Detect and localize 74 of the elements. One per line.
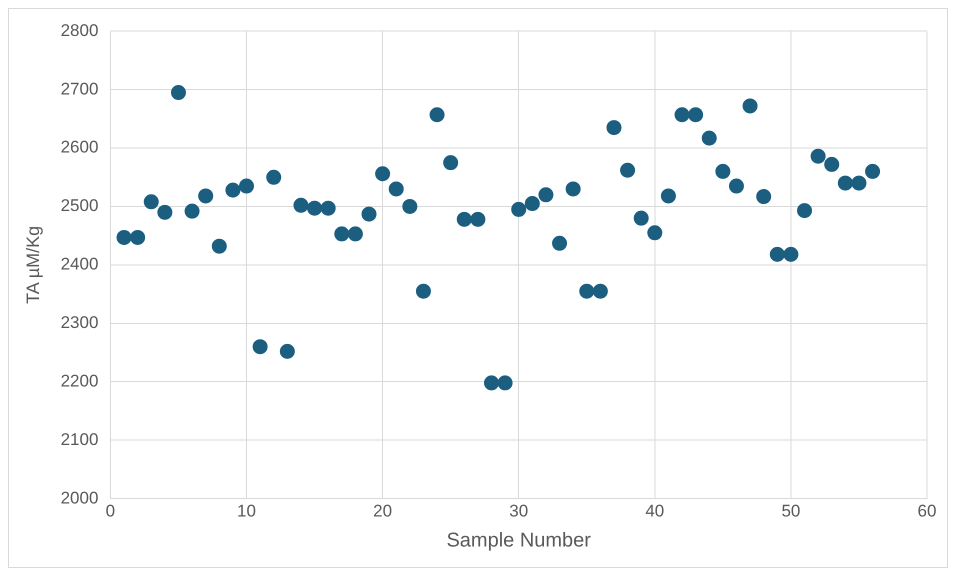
point <box>348 226 363 242</box>
point <box>851 176 866 191</box>
point <box>783 246 798 262</box>
y-tick-label: 2600 <box>60 138 98 157</box>
point <box>620 162 636 178</box>
point <box>484 375 499 390</box>
point <box>634 210 649 226</box>
point <box>225 182 240 198</box>
point <box>130 230 146 245</box>
x-tick-label: 0 <box>106 501 116 520</box>
y-tick-label: 2400 <box>60 254 98 274</box>
point <box>824 156 840 172</box>
point <box>170 85 186 100</box>
point <box>592 284 608 299</box>
y-tick-label: 2100 <box>60 430 98 449</box>
point <box>538 187 554 202</box>
point <box>728 178 744 194</box>
point <box>647 225 662 240</box>
point <box>388 181 404 196</box>
point <box>307 200 322 216</box>
y-tick-label: 2000 <box>60 488 98 508</box>
point <box>144 194 159 210</box>
point <box>252 339 268 354</box>
point <box>810 148 826 164</box>
y-tick-label: 2800 <box>60 20 98 40</box>
x-tick-label: 50 <box>781 501 800 520</box>
point <box>212 238 227 254</box>
point <box>756 189 772 204</box>
x-axis-title: Sample Number <box>446 530 592 552</box>
point <box>402 198 418 214</box>
y-axis-title: TA µM/Kg <box>22 226 43 304</box>
y-tick-label: 2500 <box>60 196 98 216</box>
point <box>524 196 540 212</box>
point <box>239 178 254 194</box>
point <box>865 164 880 179</box>
point <box>715 164 730 179</box>
point <box>362 206 377 222</box>
point <box>470 212 486 227</box>
point <box>430 107 445 122</box>
point <box>293 198 308 213</box>
point <box>116 230 132 245</box>
y-tick-label: 2700 <box>60 79 98 98</box>
point <box>511 202 526 217</box>
point <box>266 170 282 185</box>
y-tick-label: 2300 <box>60 313 98 332</box>
x-tick-label: 30 <box>509 501 528 520</box>
y-tick-label: 2200 <box>60 371 98 390</box>
point <box>334 226 350 242</box>
point <box>157 204 172 220</box>
point <box>797 203 812 218</box>
point <box>688 107 704 122</box>
point <box>552 236 568 251</box>
point <box>674 107 690 122</box>
x-tick-label: 20 <box>373 501 392 520</box>
x-tick-label: 40 <box>645 501 664 520</box>
point <box>702 130 717 146</box>
point <box>770 246 785 262</box>
x-tick-label: 60 <box>918 501 936 520</box>
point <box>320 200 336 216</box>
x-tick-label: 10 <box>237 501 256 520</box>
point <box>443 155 458 170</box>
point <box>416 284 431 299</box>
point <box>660 188 676 204</box>
point <box>742 98 758 114</box>
point <box>579 284 594 299</box>
point <box>498 375 513 390</box>
point <box>838 176 853 191</box>
point <box>456 212 472 227</box>
point <box>280 344 295 359</box>
point <box>606 120 622 136</box>
point <box>566 181 581 196</box>
point <box>375 166 390 182</box>
point <box>184 204 200 219</box>
point <box>198 188 214 204</box>
